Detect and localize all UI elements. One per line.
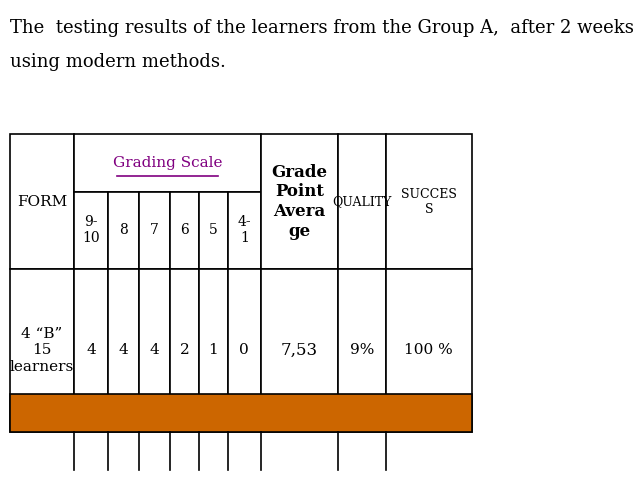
Text: 7: 7: [150, 223, 159, 238]
Text: 9-
10: 9- 10: [82, 216, 100, 245]
Text: 7,53: 7,53: [281, 342, 318, 359]
Bar: [386, 134, 472, 269]
Text: 9%: 9%: [349, 343, 374, 358]
Bar: [10, 394, 472, 432]
Text: 4: 4: [118, 343, 128, 358]
Text: 0: 0: [239, 343, 249, 358]
Text: SUCCES
S: SUCCES S: [401, 188, 457, 216]
Text: 6: 6: [180, 223, 189, 238]
Bar: [10, 134, 74, 269]
Bar: [108, 269, 139, 432]
Bar: [386, 269, 472, 432]
Text: using modern methods.: using modern methods.: [10, 53, 225, 71]
Text: Grading Scale: Grading Scale: [113, 156, 223, 170]
Text: 1: 1: [208, 343, 218, 358]
Bar: [74, 134, 261, 192]
Bar: [228, 269, 261, 432]
Text: 4: 4: [150, 343, 159, 358]
Bar: [199, 192, 228, 269]
Bar: [139, 269, 170, 432]
Bar: [199, 269, 228, 432]
Bar: [261, 269, 338, 432]
Bar: [10, 269, 74, 432]
Bar: [108, 192, 139, 269]
Bar: [170, 192, 199, 269]
Text: 4 “B”
15
learners: 4 “B” 15 learners: [10, 327, 74, 373]
Text: 5: 5: [209, 223, 218, 238]
Text: 4-
1: 4- 1: [237, 216, 251, 245]
Text: 2: 2: [180, 343, 189, 358]
Text: FORM: FORM: [17, 194, 67, 209]
Bar: [139, 192, 170, 269]
Bar: [170, 269, 199, 432]
Text: 4: 4: [86, 343, 96, 358]
Bar: [74, 192, 108, 269]
Bar: [338, 134, 386, 269]
Text: QUALITY: QUALITY: [332, 195, 392, 208]
Bar: [338, 269, 386, 432]
Bar: [228, 192, 261, 269]
Text: The  testing results of the learners from the Group A,  after 2 weeks of: The testing results of the learners from…: [10, 19, 640, 37]
Bar: [74, 269, 108, 432]
Bar: [261, 134, 338, 269]
Text: 100 %: 100 %: [404, 343, 453, 358]
Text: 8: 8: [119, 223, 128, 238]
Text: Grade
Point
Avera
ge: Grade Point Avera ge: [271, 164, 328, 240]
